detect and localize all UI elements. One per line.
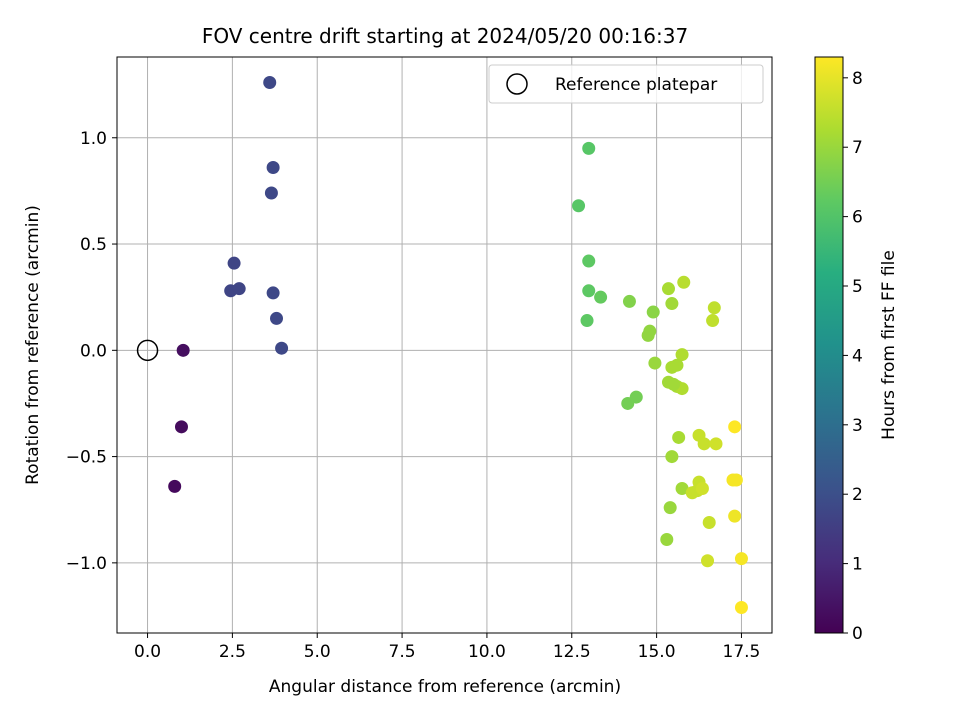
colorbar-tick-label: 3 xyxy=(852,416,863,436)
data-point xyxy=(675,481,689,495)
data-point xyxy=(695,481,709,495)
legend-entry-reference-platepar: Reference platepar xyxy=(555,75,717,95)
data-point xyxy=(707,301,721,315)
data-point xyxy=(729,473,743,487)
colorbar-gradient xyxy=(815,57,843,633)
data-point xyxy=(677,275,691,289)
legend-reference-marker xyxy=(506,73,528,95)
y-tick-label: 0.0 xyxy=(80,341,107,361)
data-point xyxy=(582,254,596,268)
y-tick-label: 0.5 xyxy=(80,235,107,255)
data-point xyxy=(661,282,675,296)
x-axis-label: Angular distance from reference (arcmin) xyxy=(269,677,621,697)
data-point xyxy=(665,297,679,311)
data-point xyxy=(728,509,742,523)
data-point xyxy=(176,343,190,357)
data-point xyxy=(594,290,608,304)
x-tick-label: 17.5 xyxy=(723,642,761,662)
data-point xyxy=(622,294,636,308)
x-tick-label: 15.0 xyxy=(638,642,676,662)
legend: Reference platepar xyxy=(488,64,764,104)
data-point xyxy=(648,356,662,370)
x-tick-label: 10.0 xyxy=(468,642,506,662)
data-point xyxy=(270,311,284,325)
data-point xyxy=(675,348,689,362)
legend-box xyxy=(488,64,764,104)
x-tick-label: 12.5 xyxy=(553,642,591,662)
y-tick-label: −1.0 xyxy=(66,554,107,574)
chart-title: FOV centre drift starting at 2024/05/20 … xyxy=(202,24,688,48)
data-point xyxy=(275,341,289,355)
colorbar-frame xyxy=(814,56,844,634)
y-tick-label: 1.0 xyxy=(80,129,107,149)
data-point xyxy=(641,328,655,342)
colorbar-tick-label: 4 xyxy=(852,346,863,366)
y-axis-ticks: −1.0 −0.5 0.0 0.5 1.0 xyxy=(66,129,117,574)
data-point xyxy=(672,430,686,444)
colorbar-tick-label: 8 xyxy=(852,69,863,89)
data-point xyxy=(264,186,278,200)
data-point xyxy=(701,554,715,568)
grid-lines xyxy=(117,57,772,633)
data-point xyxy=(706,314,720,328)
colorbar-label: Hours from first FF file xyxy=(879,250,899,440)
data-point xyxy=(582,141,596,155)
colorbar-tick-label: 6 xyxy=(852,208,863,228)
data-point xyxy=(734,552,748,566)
colorbar-tick-label: 0 xyxy=(852,624,863,644)
data-point xyxy=(702,515,716,529)
data-point xyxy=(263,76,277,90)
x-tick-label: 7.5 xyxy=(389,642,416,662)
y-tick-label: −0.5 xyxy=(66,448,107,468)
data-point xyxy=(621,396,635,410)
data-point xyxy=(663,501,677,515)
data-points xyxy=(168,76,748,614)
data-point xyxy=(227,256,241,270)
x-tick-label: 5.0 xyxy=(304,642,331,662)
colorbar-ticks: 0 1 2 3 4 5 6 7 8 xyxy=(843,69,863,644)
plot-area-frame xyxy=(116,56,773,634)
data-point xyxy=(660,532,674,546)
x-tick-label: 0.0 xyxy=(134,642,161,662)
colorbar: 0 1 2 3 4 5 6 7 8 Hours from first FF file xyxy=(814,56,899,644)
data-point xyxy=(728,420,742,434)
colorbar-tick-label: 2 xyxy=(852,485,863,505)
data-point xyxy=(646,305,660,319)
data-point xyxy=(667,377,681,391)
data-point xyxy=(266,161,280,175)
x-axis-ticks: 0.0 2.5 5.0 7.5 10.0 12.5 15.0 17.5 xyxy=(134,633,760,662)
data-point xyxy=(572,199,586,213)
reference-platepar-marker xyxy=(136,339,159,362)
data-point xyxy=(266,286,280,300)
data-point xyxy=(174,420,188,434)
colorbar-tick-label: 5 xyxy=(852,277,863,297)
data-point xyxy=(168,479,182,493)
data-point xyxy=(665,450,679,464)
data-point xyxy=(709,437,723,451)
data-point xyxy=(580,314,594,328)
colorbar-tick-label: 1 xyxy=(852,555,863,575)
data-point xyxy=(582,284,596,298)
data-point xyxy=(665,360,679,374)
y-axis-label: Rotation from reference (arcmin) xyxy=(23,205,43,485)
data-point xyxy=(232,282,246,296)
data-point xyxy=(697,437,711,451)
x-tick-label: 2.5 xyxy=(219,642,246,662)
data-point xyxy=(734,600,748,614)
colorbar-tick-label: 7 xyxy=(852,138,863,158)
